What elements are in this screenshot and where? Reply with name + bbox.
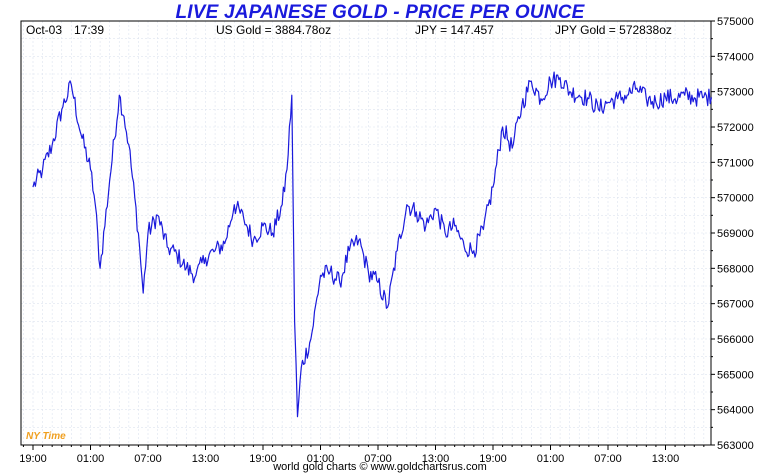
- x-tick-label: 19:00: [249, 453, 277, 465]
- time-label: 17:39: [74, 23, 105, 37]
- y-tick-label: 565000: [717, 369, 754, 381]
- y-axis: 563000 564000 565000 566000 567000 568000 5690…: [711, 16, 754, 452]
- x-tick-label: 07:00: [134, 453, 162, 465]
- x-tick-label: 19:00: [19, 453, 47, 465]
- footer-credit: world gold charts © www.goldchartsrus.co…: [273, 461, 487, 473]
- timezone-label: NY Time: [26, 431, 66, 442]
- jpy-gold-readout: JPY Gold = 572838oz: [555, 23, 672, 37]
- us-gold-readout: US Gold = 3884.78oz: [216, 23, 332, 37]
- y-tick-label: 575000: [717, 16, 754, 28]
- x-tick-label: 01:00: [77, 453, 105, 465]
- x-tick-label: 01:00: [307, 453, 335, 465]
- x-tick-label: 07:00: [364, 453, 392, 465]
- x-tick-label: 01:00: [537, 453, 565, 465]
- x-tick-label: 07:00: [594, 453, 622, 465]
- y-tick-label: 573000: [717, 87, 754, 99]
- y-tick-label: 572000: [717, 122, 754, 134]
- y-tick-label: 570000: [717, 193, 754, 205]
- x-tick-label: 13:00: [652, 453, 680, 465]
- x-tick-label: 13:00: [422, 453, 450, 465]
- y-tick-label: 566000: [717, 334, 754, 346]
- y-tick-label: 564000: [717, 405, 754, 417]
- y-tick-label: 569000: [717, 228, 754, 240]
- x-axis: 19:00 01:00 07:00 13:00 19:00 01:00 07:00 13:00…: [19, 445, 705, 465]
- x-tick-label: 19:00: [479, 453, 507, 465]
- y-tick-label: 574000: [717, 51, 754, 63]
- series-line-jpy-gold: [32, 71, 713, 418]
- jpy-rate-readout: JPY = 147.457: [415, 23, 494, 37]
- y-tick-label: 568000: [717, 263, 754, 275]
- y-tick-label: 567000: [717, 299, 754, 311]
- chart-title: LIVE JAPANESE GOLD - PRICE PER OUNCE: [175, 2, 585, 23]
- y-tick-label: 563000: [717, 440, 754, 452]
- date-label: Oct-03: [26, 23, 63, 37]
- y-tick-label: 571000: [717, 157, 754, 169]
- x-tick-label: 13:00: [192, 453, 220, 465]
- chart-grid: [21, 20, 711, 446]
